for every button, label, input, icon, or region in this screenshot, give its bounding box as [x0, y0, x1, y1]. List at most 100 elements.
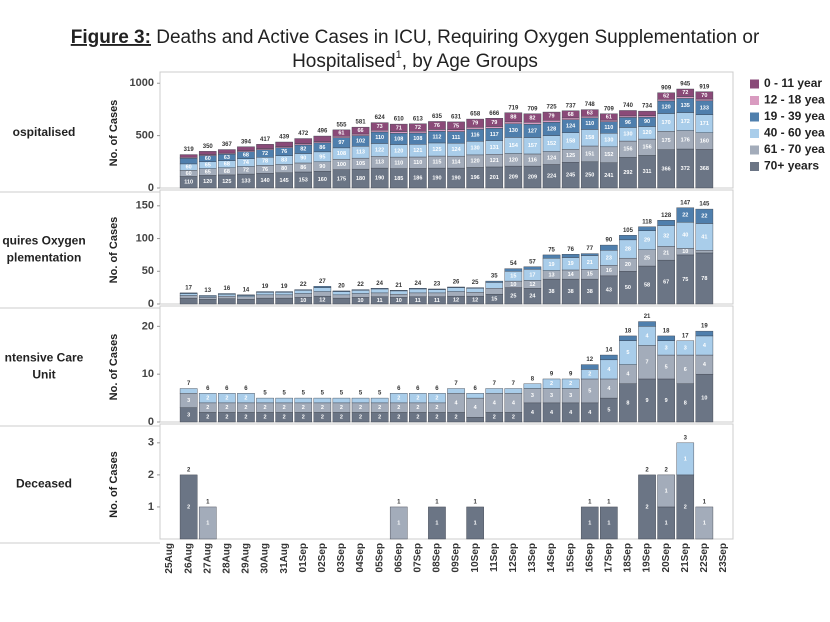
segment-label: 120	[203, 179, 212, 185]
segment-label: 21	[587, 260, 593, 266]
total-label: 1	[473, 500, 477, 506]
segment-label: 209	[528, 175, 537, 181]
x-tick-label: 05Sep	[374, 543, 385, 572]
chart-title: Hospitalised1, by Age Groups	[292, 49, 538, 72]
segment-label: 152	[547, 141, 556, 147]
bar-segment	[542, 254, 561, 259]
legend-swatch	[750, 79, 759, 89]
segment-label: 62	[663, 93, 669, 99]
bar-segment	[695, 506, 714, 540]
total-label: 3	[684, 435, 688, 441]
panel-label: ntensive Care	[5, 351, 84, 365]
bar-segment	[256, 297, 274, 305]
segment-label: 108	[413, 136, 422, 142]
bar-segment	[504, 121, 523, 124]
segment-label: 68	[243, 153, 249, 159]
segment-label: 74	[243, 160, 250, 166]
bar-segment	[619, 110, 637, 117]
total-label: 748	[585, 102, 596, 108]
segment-label: 154	[509, 143, 519, 149]
bar-segment	[600, 506, 618, 540]
segment-label: 4	[474, 405, 478, 411]
total-label: 5	[282, 391, 286, 397]
segment-label: 113	[356, 150, 365, 156]
total-label: 610	[394, 117, 405, 123]
segment-label: 250	[585, 172, 594, 178]
segment-label: 120	[642, 130, 651, 136]
bar-segment	[428, 292, 446, 298]
segment-label: 50	[625, 285, 631, 291]
bar-segment	[294, 290, 313, 294]
segment-label: 133	[241, 178, 250, 184]
segment-label: 130	[509, 128, 518, 134]
segment-label: 4	[626, 372, 630, 378]
segment-label: 1	[607, 520, 610, 526]
bar-segment	[676, 207, 695, 223]
segment-label: 1	[684, 456, 687, 462]
segment-label: 160	[700, 139, 709, 145]
x-tick-label: 03Sep	[336, 543, 347, 572]
chart-title: Figure 3: Deaths and Active Cases in ICU…	[71, 27, 760, 48]
segment-label: 156	[623, 147, 632, 153]
segment-label: 151	[585, 151, 594, 157]
segment-label: 58	[644, 282, 650, 288]
segment-label: 11	[434, 298, 440, 304]
total-label: 13	[204, 288, 211, 294]
segment-label: 3	[569, 393, 572, 399]
segment-label: 110	[375, 135, 384, 141]
segment-label: 14	[568, 272, 575, 278]
segment-label: 3	[187, 412, 190, 418]
segment-label: 97	[338, 140, 344, 146]
total-label: 658	[470, 112, 481, 118]
segment-label: 3	[684, 345, 687, 351]
bar-segment	[466, 118, 484, 128]
segment-label: 2	[206, 415, 209, 421]
bar-segment	[542, 120, 561, 123]
segment-label: 2	[187, 504, 190, 510]
segment-label: 63	[224, 155, 230, 161]
segment-label: 28	[625, 246, 631, 252]
bar-segment	[313, 291, 332, 297]
x-tick-label: 09Sep	[451, 543, 462, 572]
total-label: 12	[586, 357, 593, 363]
bar-segment	[447, 388, 465, 394]
legend-label: 61 - 70 yea	[764, 142, 825, 156]
bar-segment	[237, 393, 255, 404]
bar-segment	[466, 393, 484, 399]
panel-label: Unit	[32, 368, 55, 382]
x-tick-label: 18Sep	[623, 543, 634, 572]
panel-frame	[159, 189, 734, 305]
total-label: 7	[512, 381, 516, 387]
bar-segment	[179, 293, 198, 296]
bar-segment	[256, 144, 274, 149]
x-tick-label: 01Sep	[298, 543, 309, 572]
bar-segment	[389, 506, 408, 540]
segment-label: 1	[665, 520, 668, 526]
total-label: 496	[317, 129, 328, 135]
segment-label: 10	[682, 249, 688, 255]
y-tick-label: 20	[142, 320, 154, 332]
segment-label: 135	[681, 103, 690, 109]
segment-label: 72	[243, 168, 249, 174]
segment-label: 1	[397, 520, 400, 526]
bar-segment	[676, 442, 695, 476]
segment-label: 83	[281, 158, 287, 164]
total-label: 19	[701, 324, 708, 330]
segment-label: 9	[646, 398, 649, 404]
segment-label: 120	[394, 148, 403, 154]
total-label: 24	[415, 281, 422, 287]
x-tick-label: 31Aug	[279, 543, 290, 574]
bar-segment	[638, 110, 656, 116]
total-label: 417	[260, 137, 271, 143]
segment-label: 110	[184, 180, 193, 186]
total-label: 23	[434, 282, 441, 288]
segment-label: 15	[510, 274, 516, 280]
segment-label: 2	[684, 504, 687, 510]
segment-label: 120	[662, 105, 671, 111]
total-label: 145	[699, 202, 710, 208]
total-label: 22	[300, 282, 307, 288]
bar-segment	[409, 123, 427, 132]
segment-label: 158	[585, 135, 594, 141]
x-tick-label: 30Aug	[260, 543, 271, 574]
bar-segment	[218, 298, 236, 305]
